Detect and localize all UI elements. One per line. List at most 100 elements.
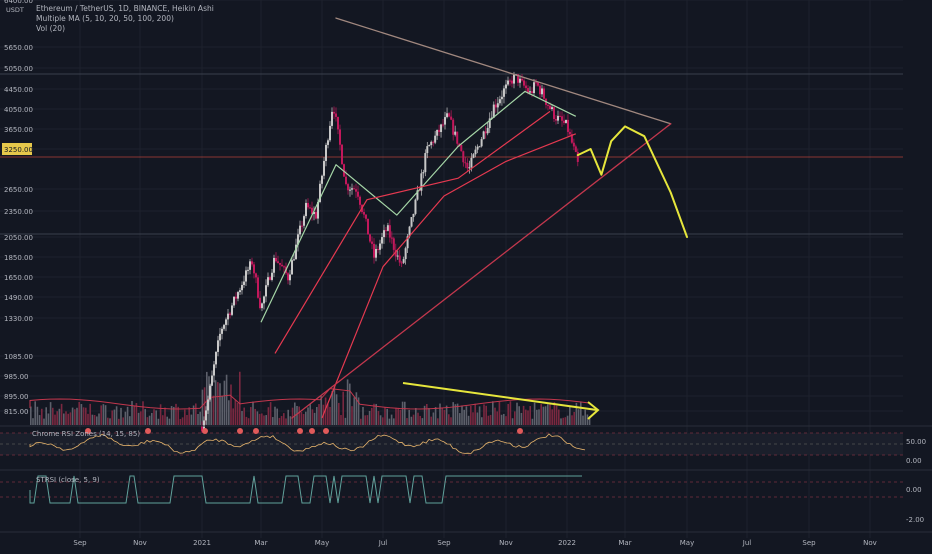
volume-bar-157 xyxy=(375,403,377,425)
volume-bar-74 xyxy=(192,405,195,425)
projection-drawing[interactable] xyxy=(576,125,688,238)
candle-body-186 xyxy=(572,142,575,147)
ma-line-ma-200[interactable] xyxy=(321,133,577,419)
volume-divergence-arrow[interactable] xyxy=(402,382,598,411)
volume-bar-153 xyxy=(366,415,369,425)
candle-body-73 xyxy=(347,184,349,191)
volume-bar-29 xyxy=(93,415,96,425)
price-highlight-label: 3250.00 xyxy=(4,146,33,154)
candle-body-61 xyxy=(323,160,325,176)
volume-arrow-head[interactable] xyxy=(587,401,600,420)
candle-body-55 xyxy=(311,207,313,215)
volume-bar-254 xyxy=(588,416,591,425)
volume-bar-23 xyxy=(80,404,83,425)
candle-body-71 xyxy=(343,164,345,177)
volume-bar-76 xyxy=(197,414,199,425)
volume-bar-182 xyxy=(430,416,432,425)
volume-bar-243 xyxy=(564,417,567,425)
candle-body-32 xyxy=(265,285,267,297)
volume-bar-87 xyxy=(221,396,223,425)
candle-body-105 xyxy=(410,217,413,227)
candle-body-114 xyxy=(428,145,431,147)
y-tick-label: 985.00 xyxy=(4,373,29,381)
volume-bar-3 xyxy=(36,406,39,425)
candle-body-0 xyxy=(201,426,203,432)
trendline-lower-drawing[interactable] xyxy=(291,123,672,419)
volume-bar-233 xyxy=(542,406,545,425)
volume-bar-19 xyxy=(71,407,74,425)
candle-body-93 xyxy=(386,225,389,231)
volume-bar-249 xyxy=(577,409,580,425)
volume-bar-2 xyxy=(34,401,36,425)
candle-body-67 xyxy=(335,113,337,117)
volume-bar-65 xyxy=(173,406,175,425)
volume-bar-219 xyxy=(511,418,514,425)
volume-bar-171 xyxy=(406,418,408,425)
volume-bar-195 xyxy=(459,413,461,425)
volume-bar-98 xyxy=(245,416,248,425)
volume-bar-118 xyxy=(289,416,292,425)
volume-bar-143 xyxy=(344,417,347,425)
ma-line-ma-50[interactable] xyxy=(260,90,577,323)
candle-body-163 xyxy=(527,88,529,93)
y-tick-label: 2050.00 xyxy=(4,234,33,242)
x-tick-label: Jul xyxy=(742,539,752,547)
volume-bar-92 xyxy=(232,408,234,425)
volume-bar-211 xyxy=(494,407,496,425)
rsi-overbought-marker-8 xyxy=(517,428,523,434)
volume-bar-111 xyxy=(274,406,276,425)
volume-bar-150 xyxy=(360,418,362,425)
candle-body-167 xyxy=(535,82,537,84)
candle-body-133 xyxy=(466,162,469,169)
candle-body-45 xyxy=(291,260,293,275)
candle-body-34 xyxy=(269,277,271,280)
candle-body-100 xyxy=(400,262,403,264)
volume-bar-64 xyxy=(170,406,173,425)
volume-bar-253 xyxy=(586,414,589,425)
volume-bar-70 xyxy=(184,409,186,425)
volume-bar-11 xyxy=(54,414,56,425)
candle-body-6 xyxy=(213,364,215,376)
volume-bar-144 xyxy=(346,379,349,425)
volume-bar-207 xyxy=(485,405,487,425)
volume-bar-151 xyxy=(362,406,364,425)
candle-body-108 xyxy=(416,190,419,200)
candle-body-4 xyxy=(209,385,211,400)
volume-bar-17 xyxy=(67,413,69,425)
candle-body-110 xyxy=(420,173,423,191)
strsi-label[interactable]: STRSI (close, 5, 9) xyxy=(36,476,100,484)
rsi-label[interactable]: Chrome RSI Zones (14, 15, 85) xyxy=(32,430,141,438)
y-tick-label: 4450.00 xyxy=(4,86,33,94)
candle-body-169 xyxy=(539,85,541,95)
volume-bar-212 xyxy=(496,411,498,425)
volume-bar-15 xyxy=(63,413,65,425)
volume-bar-237 xyxy=(551,409,553,425)
candle-body-144 xyxy=(488,118,491,128)
candle-body-37 xyxy=(275,257,277,262)
candle-body-152 xyxy=(505,84,507,89)
symbol-title[interactable]: Ethereum / TetherUS, 1D, BINANCE, Heikin… xyxy=(36,4,214,13)
volume-bar-160 xyxy=(382,417,384,425)
candle-body-48 xyxy=(297,234,299,245)
x-tick-label: 2021 xyxy=(193,539,211,547)
ma-study-label[interactable]: Multiple MA (5, 10, 20, 50, 100, 200) xyxy=(36,14,174,23)
vol-study-label[interactable]: Vol (20) xyxy=(36,24,66,33)
volume-bar-84 xyxy=(214,380,217,425)
candle-body-161 xyxy=(523,80,525,86)
ma-line-ma-100[interactable] xyxy=(274,110,551,354)
volume-bar-140 xyxy=(338,402,340,425)
candle-body-31 xyxy=(263,296,265,304)
candle-body-136 xyxy=(472,154,475,158)
candle-body-10 xyxy=(221,328,223,334)
volume-bar-231 xyxy=(538,409,540,425)
chart-legend: Ethereum / TetherUS, 1D, BINANCE, Heikin… xyxy=(36,4,214,34)
candle-body-158 xyxy=(517,74,519,83)
volume-bar-238 xyxy=(553,402,556,425)
candle-body-98 xyxy=(396,255,399,257)
candle-body-176 xyxy=(553,107,555,120)
trendline-upper-drawing[interactable] xyxy=(335,17,672,125)
volume-bar-88 xyxy=(223,380,226,425)
volume-bar-155 xyxy=(371,407,373,425)
volume-bar-95 xyxy=(239,371,241,425)
